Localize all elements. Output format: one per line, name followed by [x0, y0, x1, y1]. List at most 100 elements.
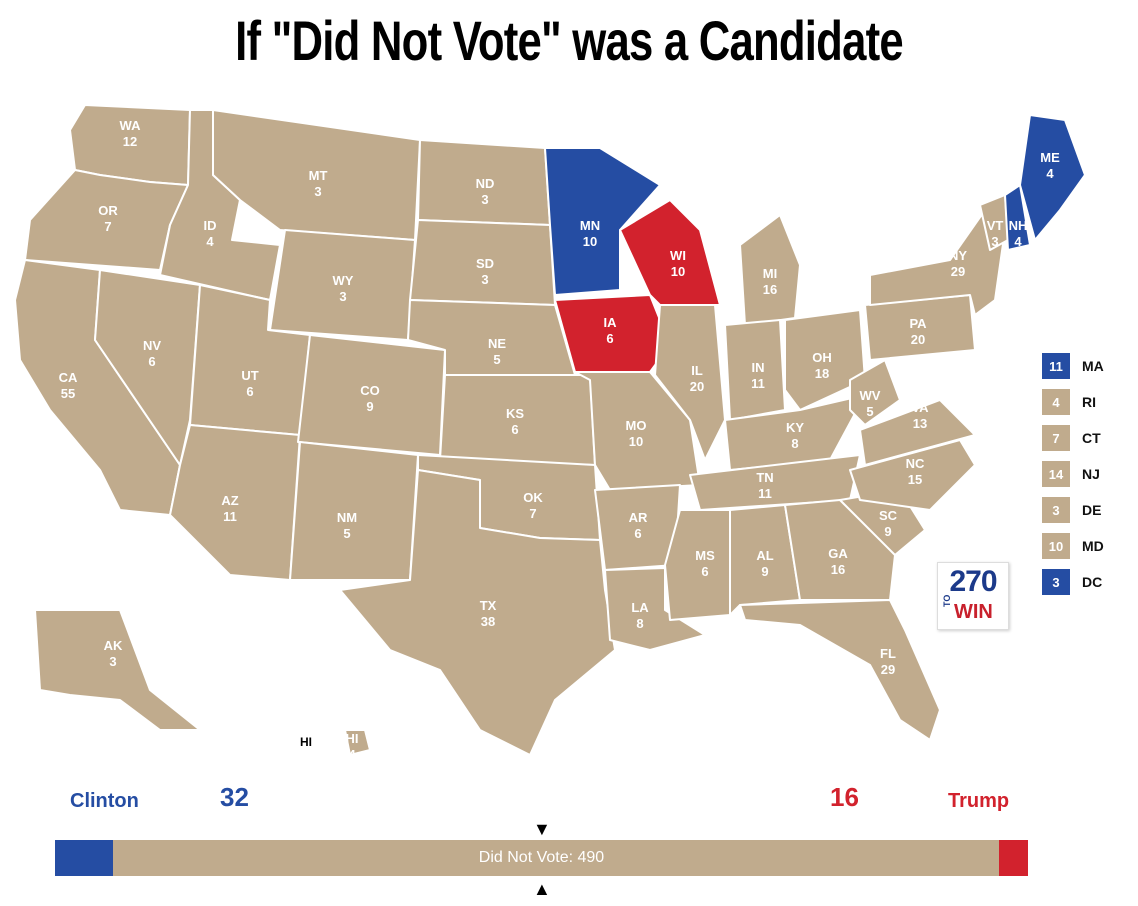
- state-label-in: IN 11: [751, 360, 765, 391]
- legend-row-ct[interactable]: 7 CT: [1042, 420, 1132, 456]
- state-label-nc: NC 15: [906, 456, 925, 487]
- state-label-wv: WV 5: [860, 388, 881, 419]
- state-label-mt: MT 3: [309, 168, 328, 199]
- state-nm[interactable]: [289, 441, 419, 581]
- state-hi[interactable]: [344, 729, 371, 756]
- state-label-oh: OH 18: [812, 350, 832, 381]
- legend-abbr-dc: DC: [1082, 574, 1103, 590]
- state-label-ia: IA 6: [604, 315, 618, 346]
- legend-row-dc[interactable]: 3 DC: [1042, 564, 1132, 600]
- state-label-nd: ND 3: [476, 176, 495, 207]
- state-label-pa: PA 20: [909, 316, 927, 347]
- state-ky[interactable]: [724, 394, 866, 471]
- state-label-wi: WI 10: [670, 248, 686, 279]
- state-label-nm: NM 5: [337, 510, 357, 541]
- state-label-ak: AK 3: [104, 638, 123, 669]
- state-label-ar: AR 6: [629, 510, 648, 541]
- state-mn[interactable]: [544, 147, 661, 296]
- state-label-ms: MS 6: [695, 548, 715, 579]
- state-me[interactable]: [1019, 114, 1086, 241]
- legend-votes-nj: 14: [1042, 461, 1070, 487]
- state-oh[interactable]: [784, 309, 866, 411]
- midpoint-marker-bottom: ▲: [533, 879, 551, 899]
- legend-votes-ri: 4: [1042, 389, 1070, 415]
- legend-votes-de: 3: [1042, 497, 1070, 523]
- small-states-legend: 11 MA 4 RI 7 CT 14 NJ 3 DE 10 MD 3 DC: [1042, 348, 1132, 600]
- state-wv[interactable]: [849, 359, 901, 426]
- legend-row-md[interactable]: 10 MD: [1042, 528, 1132, 564]
- state-label-sc: SC 9: [879, 508, 898, 539]
- logo-number: 270: [949, 565, 997, 598]
- right-candidate-name: Trump: [948, 790, 1010, 812]
- state-label-mn: MN 10: [580, 218, 600, 249]
- state-label-mo: MO 10: [626, 418, 647, 449]
- right-candidate-segment: [999, 840, 1028, 876]
- legend-votes-ma: 11: [1042, 353, 1070, 379]
- state-nh[interactable]: [1004, 184, 1031, 251]
- state-label-ne: NE 5: [488, 336, 506, 367]
- state-mi[interactable]: [739, 214, 801, 326]
- midpoint-marker-top: ▼: [533, 819, 551, 839]
- legend-row-ma[interactable]: 11 MA: [1042, 348, 1132, 384]
- state-al[interactable]: [729, 504, 801, 616]
- state-label-hi: HI 4: [346, 731, 359, 762]
- state-ga[interactable]: [784, 499, 896, 601]
- logo-to: TO: [942, 594, 952, 607]
- state-label-wy: WY 3: [333, 273, 354, 304]
- state-label-ga: GA 16: [828, 546, 848, 577]
- state-label-sd: SD 3: [476, 256, 494, 287]
- state-ms[interactable]: [664, 509, 731, 621]
- left-candidate-name: Clinton: [70, 790, 139, 812]
- state-fl[interactable]: [739, 599, 941, 741]
- state-label-mi: MI 16: [763, 266, 777, 297]
- state-label-az: AZ 11: [221, 493, 238, 524]
- us-electoral-map: WA 12 OR 7 CA 55 ID 4 NV 6 MT 3 WY 3 UT 6 AZ 11 CO 9 NM 5 ND 3 S…: [14, 104, 1086, 762]
- legend-abbr-nj: NJ: [1082, 466, 1100, 482]
- state-label-al: AL 9: [756, 548, 773, 579]
- state-label-la: LA 8: [631, 600, 649, 631]
- state-label-vt: VT 3: [987, 218, 1004, 249]
- state-label-nh: NH 4: [1009, 218, 1028, 249]
- legend-abbr-md: MD: [1082, 538, 1104, 554]
- state-label-ks: KS 6: [506, 406, 524, 437]
- state-label-tx: TX 38: [480, 598, 497, 629]
- legend-abbr-de: DE: [1082, 502, 1102, 518]
- did-not-vote-count: Did Not Vote: 490: [478, 849, 605, 866]
- right-candidate-score: 16: [830, 782, 859, 812]
- state-label-va: VA 13: [911, 400, 929, 431]
- state-label-ky: KY 8: [786, 420, 804, 451]
- state-label-or: OR 7: [98, 203, 118, 234]
- legend-row-nj[interactable]: 14 NJ: [1042, 456, 1132, 492]
- state-label-il: IL 20: [690, 363, 704, 394]
- legend-votes-md: 10: [1042, 533, 1070, 559]
- state-ny[interactable]: [869, 209, 1006, 316]
- legend-abbr-ma: MA: [1082, 358, 1104, 374]
- state-label-wa: WA 12: [120, 118, 142, 149]
- state-va[interactable]: [859, 399, 976, 466]
- state-tx[interactable]: [339, 469, 616, 756]
- legend-row-de[interactable]: 3 DE: [1042, 492, 1132, 528]
- state-label-tn: TN 11: [756, 470, 773, 501]
- legend-abbr-ct: CT: [1082, 430, 1101, 446]
- legend-abbr-ri: RI: [1082, 394, 1096, 410]
- legend-row-ri[interactable]: 4 RI: [1042, 384, 1132, 420]
- state-in[interactable]: [724, 319, 786, 421]
- state-label-fl: FL 29: [880, 646, 896, 677]
- state-il[interactable]: [654, 304, 726, 461]
- map-title: If "Did Not Vote" was a Candidate: [235, 9, 904, 72]
- state-label-nv: NV 6: [143, 338, 161, 369]
- state-label-co: CO 9: [360, 383, 380, 414]
- state-label-ny: NY 29: [949, 248, 967, 279]
- legend-votes-ct: 7: [1042, 425, 1070, 451]
- state-label-me: ME 4: [1040, 150, 1060, 181]
- state-label-ca: CA 55: [59, 370, 78, 401]
- tally-bar: Did Not Vote: 490: [55, 840, 1028, 876]
- hawaii-callout-label: HI: [300, 735, 312, 749]
- left-candidate-segment: [55, 840, 113, 876]
- legend-votes-dc: 3: [1042, 569, 1070, 595]
- state-ak[interactable]: [34, 609, 201, 731]
- state-label-ut: UT 6: [241, 368, 258, 399]
- state-label-id: ID 4: [204, 218, 217, 249]
- state-wi[interactable]: [619, 199, 721, 306]
- state-label-ok: OK 7: [523, 490, 543, 521]
